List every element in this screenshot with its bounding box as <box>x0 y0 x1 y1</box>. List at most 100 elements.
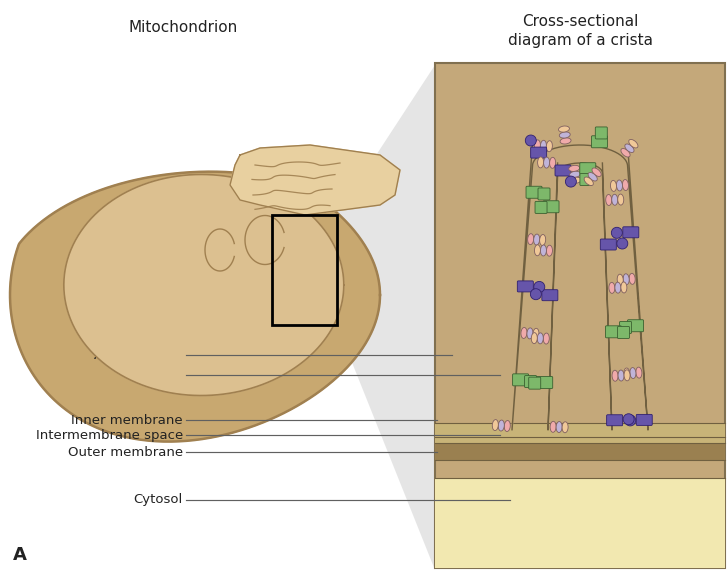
Text: diagram of a crista: diagram of a crista <box>507 32 652 47</box>
Circle shape <box>566 176 577 187</box>
FancyBboxPatch shape <box>513 374 529 386</box>
FancyBboxPatch shape <box>636 414 652 425</box>
FancyBboxPatch shape <box>526 186 542 198</box>
FancyBboxPatch shape <box>542 290 558 301</box>
Ellipse shape <box>636 367 642 378</box>
FancyBboxPatch shape <box>601 239 617 250</box>
Ellipse shape <box>559 132 570 138</box>
Ellipse shape <box>547 245 553 256</box>
FancyBboxPatch shape <box>580 173 592 185</box>
Ellipse shape <box>534 234 539 245</box>
Bar <box>435 443 725 460</box>
Text: Mitochondrion: Mitochondrion <box>128 19 237 35</box>
Text: Inner membrane: Inner membrane <box>71 413 183 426</box>
FancyBboxPatch shape <box>596 127 607 139</box>
Ellipse shape <box>618 370 624 381</box>
Ellipse shape <box>505 421 510 431</box>
FancyBboxPatch shape <box>518 281 534 292</box>
Polygon shape <box>10 172 380 442</box>
FancyBboxPatch shape <box>525 376 537 388</box>
FancyBboxPatch shape <box>555 165 571 176</box>
Circle shape <box>534 282 545 292</box>
FancyBboxPatch shape <box>579 162 596 175</box>
Ellipse shape <box>560 138 571 144</box>
Ellipse shape <box>537 157 544 168</box>
Circle shape <box>617 238 628 249</box>
FancyBboxPatch shape <box>531 147 547 158</box>
Text: Outer membrane: Outer membrane <box>68 446 183 458</box>
Circle shape <box>526 135 537 146</box>
Polygon shape <box>64 174 344 396</box>
Text: Intermembrane space: Intermembrane space <box>36 429 183 442</box>
Bar <box>435 63 725 568</box>
Ellipse shape <box>550 421 556 432</box>
Ellipse shape <box>534 245 540 256</box>
Ellipse shape <box>624 368 630 379</box>
FancyBboxPatch shape <box>543 201 559 213</box>
Ellipse shape <box>618 194 624 205</box>
Ellipse shape <box>621 149 630 157</box>
Ellipse shape <box>540 245 547 256</box>
FancyBboxPatch shape <box>606 415 622 426</box>
Ellipse shape <box>543 333 550 344</box>
Ellipse shape <box>615 282 621 293</box>
Ellipse shape <box>584 177 593 186</box>
Ellipse shape <box>492 420 499 430</box>
Ellipse shape <box>537 333 543 344</box>
Circle shape <box>612 227 622 238</box>
Polygon shape <box>230 145 400 215</box>
Ellipse shape <box>617 274 623 285</box>
Text: Cross-sectional: Cross-sectional <box>522 14 638 30</box>
Bar <box>272 215 337 325</box>
Ellipse shape <box>617 180 622 191</box>
Ellipse shape <box>521 327 527 339</box>
Ellipse shape <box>629 274 636 284</box>
Ellipse shape <box>544 157 550 168</box>
Ellipse shape <box>629 140 638 148</box>
Circle shape <box>531 288 542 300</box>
FancyBboxPatch shape <box>537 377 553 389</box>
Polygon shape <box>548 163 612 430</box>
Ellipse shape <box>623 274 629 285</box>
Ellipse shape <box>609 282 615 294</box>
Ellipse shape <box>534 140 540 151</box>
Text: ATP synthase: ATP synthase <box>94 348 183 361</box>
Ellipse shape <box>531 333 537 344</box>
Polygon shape <box>512 145 648 430</box>
Ellipse shape <box>533 328 539 339</box>
Ellipse shape <box>625 144 634 153</box>
Ellipse shape <box>570 177 581 184</box>
Ellipse shape <box>612 194 618 205</box>
Text: A: A <box>13 546 27 564</box>
Bar <box>435 423 725 437</box>
FancyBboxPatch shape <box>538 188 550 200</box>
Ellipse shape <box>611 181 617 192</box>
Bar <box>435 423 725 443</box>
FancyBboxPatch shape <box>617 327 630 339</box>
FancyBboxPatch shape <box>535 201 547 213</box>
FancyBboxPatch shape <box>623 227 638 238</box>
Ellipse shape <box>558 126 569 132</box>
Ellipse shape <box>588 173 597 181</box>
Ellipse shape <box>550 157 555 168</box>
Ellipse shape <box>539 234 546 246</box>
Ellipse shape <box>612 370 618 381</box>
Ellipse shape <box>569 165 579 172</box>
Ellipse shape <box>540 140 547 151</box>
Ellipse shape <box>622 180 628 190</box>
FancyBboxPatch shape <box>591 136 607 148</box>
Ellipse shape <box>624 370 630 381</box>
Text: Cytosol: Cytosol <box>134 494 183 507</box>
Ellipse shape <box>528 234 534 245</box>
FancyBboxPatch shape <box>606 326 622 338</box>
FancyBboxPatch shape <box>628 320 644 332</box>
Circle shape <box>623 414 634 425</box>
Ellipse shape <box>527 328 533 339</box>
Ellipse shape <box>621 282 627 293</box>
Ellipse shape <box>606 194 612 206</box>
Text: Matrix: Matrix <box>141 368 183 381</box>
Ellipse shape <box>546 141 553 152</box>
FancyBboxPatch shape <box>529 377 541 389</box>
Ellipse shape <box>556 422 562 433</box>
Ellipse shape <box>630 368 636 378</box>
